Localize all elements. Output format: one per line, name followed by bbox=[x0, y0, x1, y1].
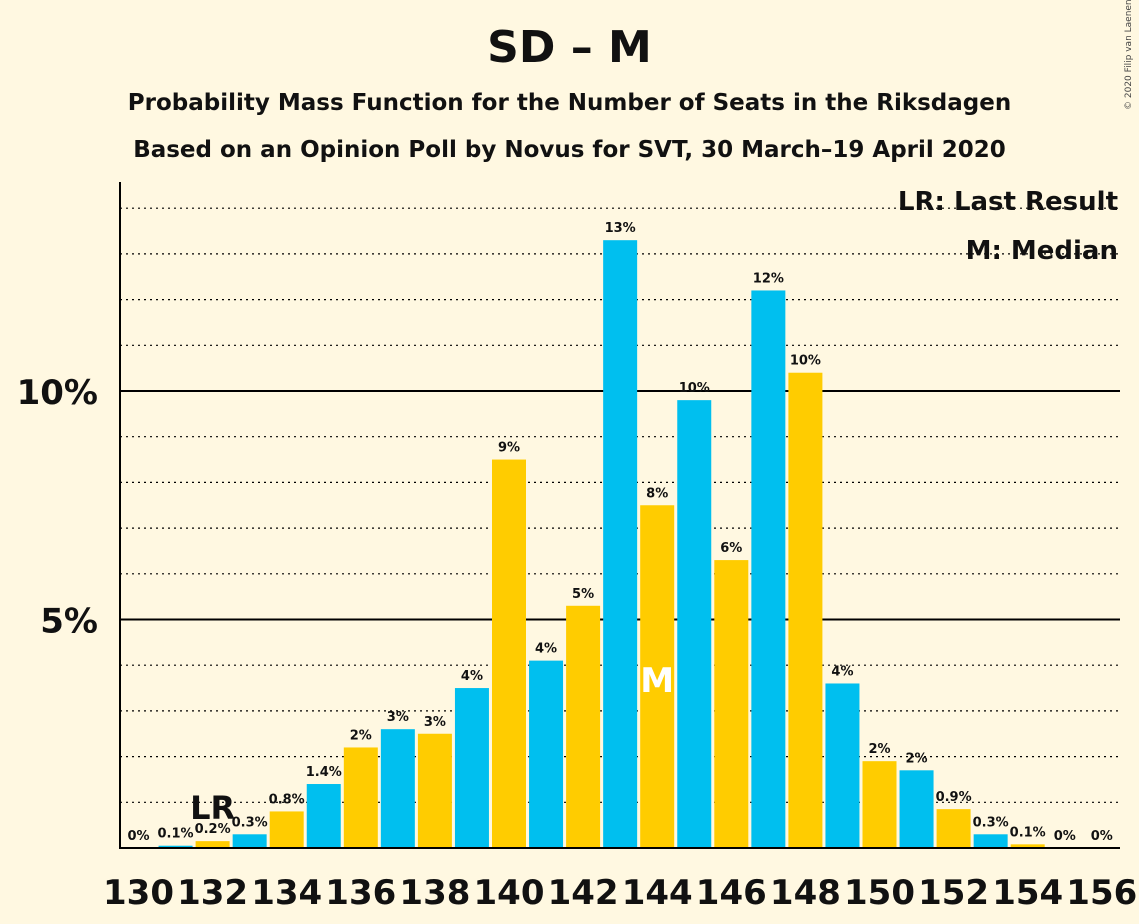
bar bbox=[714, 560, 749, 848]
bar bbox=[195, 841, 230, 848]
x-tick-label: 136 bbox=[325, 873, 396, 913]
bar bbox=[862, 761, 897, 848]
bar bbox=[529, 660, 564, 848]
bar-value-label: 0.3% bbox=[232, 815, 268, 830]
bar bbox=[603, 240, 638, 848]
bar bbox=[306, 784, 341, 848]
legend-entry: M: Median bbox=[966, 236, 1118, 266]
x-tick-label: 130 bbox=[103, 873, 174, 913]
bar bbox=[677, 400, 712, 848]
bar-value-label: 10% bbox=[679, 381, 710, 396]
bar-value-label: 5% bbox=[572, 587, 594, 602]
median-marker: M bbox=[640, 661, 674, 701]
bar-value-label: 8% bbox=[646, 486, 668, 501]
x-tick-label: 144 bbox=[622, 873, 693, 913]
bar bbox=[973, 834, 1008, 848]
bar bbox=[158, 845, 193, 848]
bar-value-label: 0% bbox=[127, 829, 149, 844]
x-tick-label: 150 bbox=[844, 873, 915, 913]
bar bbox=[380, 729, 415, 848]
bar-value-label: 3% bbox=[387, 710, 409, 725]
bar bbox=[788, 372, 823, 848]
chart-source-line: Based on an Opinion Poll by Novus for SV… bbox=[133, 137, 1006, 163]
bar-value-label: 13% bbox=[605, 221, 636, 236]
bar bbox=[825, 683, 860, 848]
x-tick-label: 142 bbox=[548, 873, 619, 913]
x-tick-label: 148 bbox=[770, 873, 841, 913]
bar-value-label: 0.3% bbox=[973, 815, 1009, 830]
bar-value-label: 12% bbox=[753, 271, 784, 286]
bar-value-label: 0.2% bbox=[195, 822, 231, 837]
chart-title: SD – M bbox=[487, 22, 652, 73]
bar bbox=[454, 688, 489, 848]
bar bbox=[899, 770, 934, 848]
bar-value-label: 0.1% bbox=[1010, 825, 1046, 840]
bar bbox=[936, 809, 971, 848]
bar-value-label: 0% bbox=[1054, 829, 1076, 844]
bar-value-label: 1.4% bbox=[306, 765, 342, 780]
bar-value-label: 0.8% bbox=[269, 792, 305, 807]
bar bbox=[232, 834, 267, 848]
bar-value-label: 4% bbox=[831, 664, 853, 679]
x-tick-label: 156 bbox=[1066, 873, 1137, 913]
bar-value-label: 4% bbox=[535, 642, 557, 657]
bar bbox=[640, 505, 675, 848]
bar-value-label: 0.1% bbox=[158, 827, 194, 842]
bar-value-label: 4% bbox=[461, 669, 483, 684]
bar bbox=[751, 290, 786, 849]
bar bbox=[417, 733, 452, 848]
bar-value-label: 2% bbox=[868, 742, 890, 757]
x-tick-label: 138 bbox=[399, 873, 470, 913]
chart-subtitle: Probability Mass Function for the Number… bbox=[127, 90, 1012, 116]
last-result-marker: LR bbox=[190, 789, 235, 827]
legend-entry: LR: Last Result bbox=[898, 187, 1118, 217]
bar-value-label: 9% bbox=[498, 441, 520, 456]
bar-value-label: 10% bbox=[790, 354, 821, 369]
x-tick-label: 152 bbox=[918, 873, 989, 913]
bar-value-label: 2% bbox=[906, 751, 928, 766]
y-tick-label: 10% bbox=[17, 373, 98, 413]
bar bbox=[566, 605, 601, 848]
bar-value-label: 3% bbox=[424, 715, 446, 730]
bar bbox=[343, 747, 378, 848]
x-tick-label: 154 bbox=[992, 873, 1063, 913]
x-tick-label: 132 bbox=[177, 873, 248, 913]
x-tick-label: 146 bbox=[696, 873, 767, 913]
bar bbox=[492, 459, 526, 848]
y-tick-label: 5% bbox=[40, 602, 98, 642]
bar-value-label: 2% bbox=[350, 728, 372, 743]
bar-value-label: 6% bbox=[720, 541, 742, 556]
x-tick-label: 140 bbox=[474, 873, 545, 913]
bar-value-label: 0% bbox=[1091, 829, 1113, 844]
x-tick-label: 134 bbox=[251, 873, 322, 913]
bar-value-label: 0.9% bbox=[936, 790, 972, 805]
bar bbox=[269, 811, 304, 848]
bar bbox=[1010, 844, 1045, 848]
